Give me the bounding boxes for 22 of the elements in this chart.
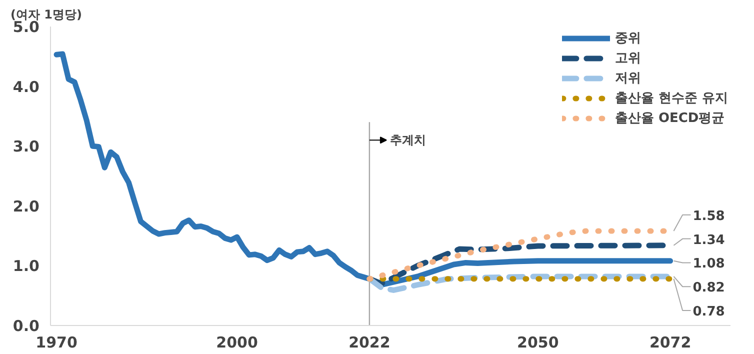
data-label: 1.34 — [692, 232, 725, 248]
legend-label: 출산율 OECD평균 — [614, 110, 725, 127]
x-tick-label: 2072 — [649, 334, 692, 352]
legend-label: 고위 — [614, 50, 641, 67]
data-label: 1.58 — [692, 208, 725, 224]
x-tick-label: 2000 — [216, 334, 258, 352]
data-label: 0.78 — [692, 304, 725, 320]
x-tick-label: 2050 — [517, 334, 559, 352]
x-tick-label: 1970 — [36, 334, 78, 352]
y-tick-label: 1.0 — [12, 257, 40, 276]
data-label: 0.82 — [692, 280, 725, 296]
y-axis-title: (여자 1명당) — [10, 8, 82, 22]
legend-label: 저위 — [614, 70, 641, 87]
data-label: 1.08 — [692, 256, 725, 272]
y-tick-label: 0.0 — [12, 317, 40, 335]
y-tick-label: 3.0 — [12, 138, 40, 156]
y-tick-label: 4.0 — [12, 78, 40, 96]
ref-line-label: 추계치 — [390, 133, 426, 148]
legend-label: 중위 — [614, 30, 641, 47]
x-tick-label: 2022 — [348, 334, 390, 352]
legend-label: 출산율 현수준 유지 — [614, 90, 728, 107]
y-tick-label: 2.0 — [12, 197, 40, 216]
